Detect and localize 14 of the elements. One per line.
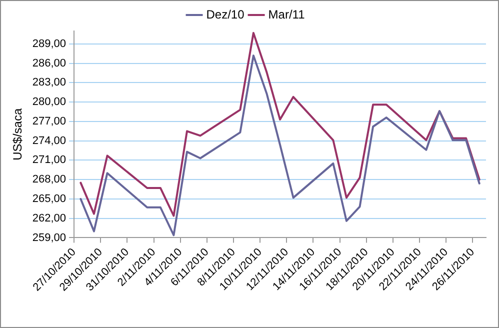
y-tick-label: 271,00 — [32, 154, 66, 166]
y-tick-label: 280,00 — [32, 96, 66, 108]
y-tick-label: 286,00 — [32, 57, 66, 70]
legend-label: Dez/10 — [206, 7, 245, 22]
y-tick-label: 289,00 — [32, 38, 66, 50]
y-tick-label: 274,00 — [32, 134, 66, 147]
y-tick-label: 265,00 — [32, 193, 66, 206]
y-tick-label: 283,00 — [32, 76, 66, 89]
legend-label: Mar/11 — [268, 7, 306, 22]
y-axis-title: US$/saca — [10, 108, 25, 160]
y-tick-label: 259,00 — [32, 232, 66, 244]
y-tick-label: 277,00 — [32, 115, 66, 128]
y-tick-label: 262,00 — [32, 212, 66, 224]
y-tick-label: 268,00 — [32, 174, 66, 186]
